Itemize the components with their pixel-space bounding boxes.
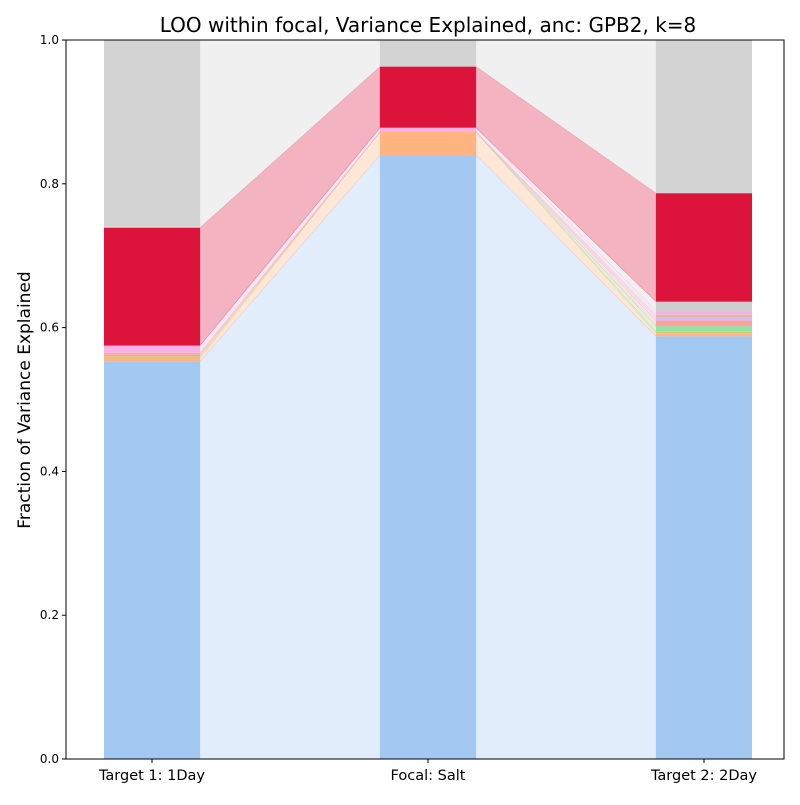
bar-segment-series-1-2 bbox=[380, 155, 476, 760]
bar-segment-series-8-3 bbox=[656, 311, 752, 315]
bar-segment-series-9-3 bbox=[656, 301, 752, 312]
plot-frame bbox=[65, 39, 785, 760]
bar-segment-series-4-3 bbox=[656, 326, 752, 332]
bar-segment-series-3-3 bbox=[656, 331, 752, 334]
stacked-bars bbox=[104, 40, 752, 760]
bar-segment-series-6-3 bbox=[656, 317, 752, 321]
bar-segment-series-1-1 bbox=[104, 361, 200, 759]
y-tick-label: 0.8 bbox=[40, 177, 59, 191]
bar-segment-series-8-1 bbox=[104, 345, 200, 353]
bar-segment-series-1-3 bbox=[656, 336, 752, 759]
y-tick-label: 1.0 bbox=[40, 33, 59, 47]
bar-segment-series-2-2 bbox=[380, 132, 476, 156]
axes bbox=[65, 39, 785, 760]
bar-segment-series-2-1 bbox=[104, 358, 200, 362]
x-tick-label: Focal: Salt bbox=[391, 768, 466, 784]
bar-segment-series-7-1 bbox=[104, 352, 200, 355]
bar-segment-series-10-2 bbox=[380, 66, 476, 128]
bar-segment-series-7-3 bbox=[656, 314, 752, 318]
chart-title: LOO within focal, Variance Explained, an… bbox=[160, 13, 697, 37]
bar-segment-series-5-3 bbox=[656, 320, 752, 327]
bar-segment-series-11-2 bbox=[380, 40, 476, 67]
bar-segment-series-5-1 bbox=[104, 354, 200, 357]
x-tick-label: Target 2: 2Day bbox=[650, 768, 757, 784]
bar-segment-series-8-2 bbox=[380, 127, 476, 133]
bar-segment-series-10-3 bbox=[656, 193, 752, 302]
y-axis-ticks: 0.0 0.2 0.4 0.6 0.8 1.0 bbox=[40, 33, 66, 766]
y-axis-label: Fraction of Variance Explained bbox=[15, 271, 35, 528]
x-axis-ticks: Target 1: 1Day Focal: Salt Target 2: 2Day bbox=[98, 759, 757, 784]
y-tick-label: 0.0 bbox=[40, 752, 59, 766]
bar-segment-series-11-3 bbox=[656, 40, 752, 194]
bar-segment-series-2-3 bbox=[656, 333, 752, 337]
bar-segment-series-3-1 bbox=[104, 356, 200, 359]
y-tick-label: 0.4 bbox=[40, 464, 59, 478]
bar-segment-series-11-1 bbox=[104, 40, 200, 228]
bar-segment-series-10-1 bbox=[104, 227, 200, 346]
y-tick-label: 0.2 bbox=[40, 608, 59, 622]
x-tick-label: Target 1: 1Day bbox=[98, 768, 205, 784]
y-tick-label: 0.6 bbox=[40, 321, 59, 335]
